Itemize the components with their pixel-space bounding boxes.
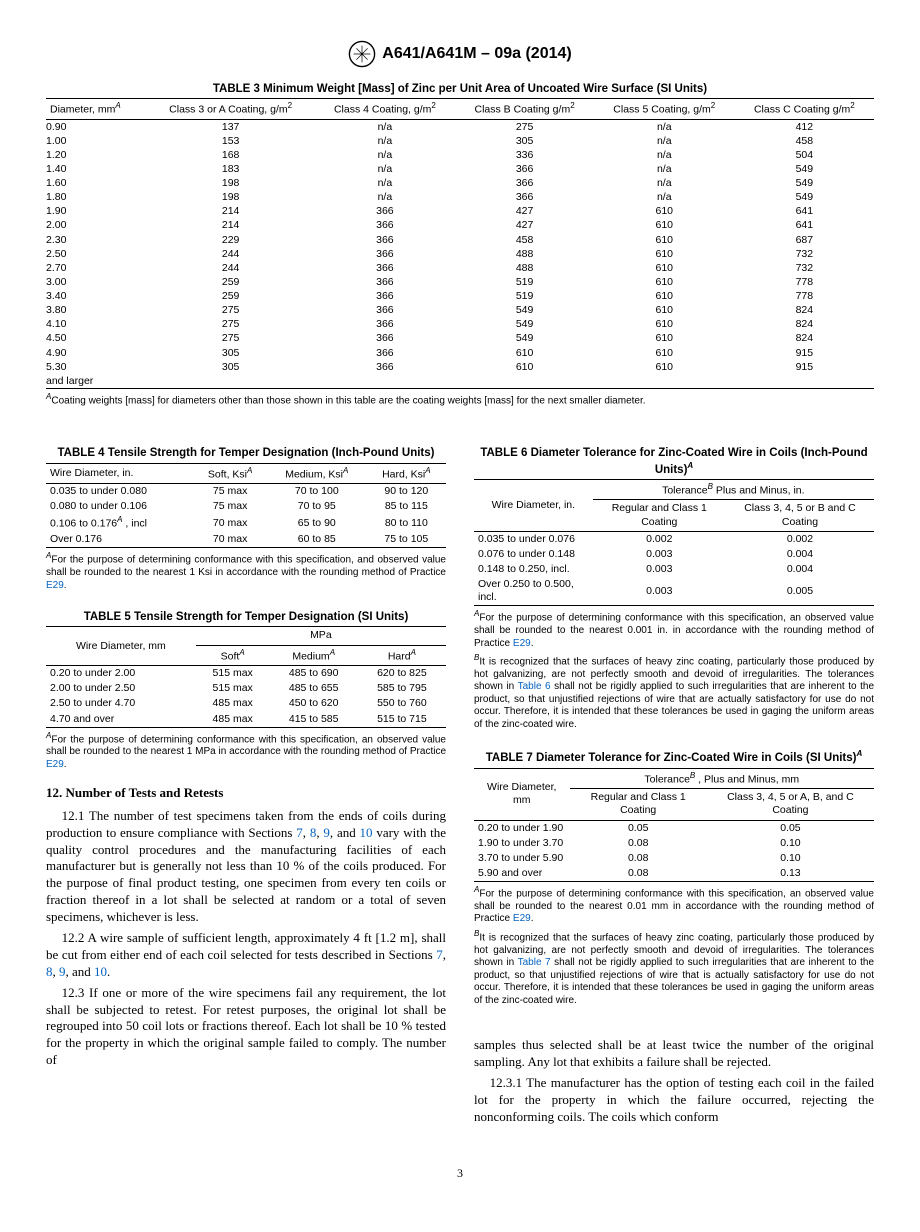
document-id: A641/A641M – 09a (2014) bbox=[382, 44, 571, 64]
table7-title: TABLE 7 Diameter Tolerance for Zinc-Coat… bbox=[474, 749, 874, 765]
table4-footnote: AFor the purpose of determining conforma… bbox=[46, 551, 446, 592]
table5-footnote: AFor the purpose of determining conforma… bbox=[46, 731, 446, 772]
para-12-3-cont: samples thus selected shall be at least … bbox=[474, 1037, 874, 1071]
para-12-2: 12.2 A wire sample of sufficient length,… bbox=[46, 930, 446, 981]
table5: Wire Diameter, mmMPa SoftAMediumAHardA 0… bbox=[46, 626, 446, 727]
table3-footnote: ACoating weights [mass] for diameters ot… bbox=[46, 392, 874, 408]
table4-title: TABLE 4 Tensile Strength for Temper Desi… bbox=[46, 446, 446, 460]
page-header: A641/A641M – 09a (2014) bbox=[46, 40, 874, 72]
para-12-3: 12.3 If one or more of the wire specimen… bbox=[46, 985, 446, 1069]
astm-logo-icon bbox=[348, 40, 376, 68]
table4: Wire Diameter, in.Soft, KsiAMedium, KsiA… bbox=[46, 463, 446, 549]
left-column: TABLE 4 Tensile Strength for Temper Desi… bbox=[46, 428, 446, 1129]
table5-title: TABLE 5 Tensile Strength for Temper Desi… bbox=[46, 610, 446, 624]
table6-title: TABLE 6 Diameter Tolerance for Zinc-Coat… bbox=[474, 446, 874, 477]
table3-title: TABLE 3 Minimum Weight [Mass] of Zinc pe… bbox=[46, 82, 874, 96]
para-12-3-1: 12.3.1 The manufacturer has the option o… bbox=[474, 1075, 874, 1126]
table7-footnote-a: AFor the purpose of determining conforma… bbox=[474, 885, 874, 926]
table6: Wire Diameter, in.ToleranceB Plus and Mi… bbox=[474, 479, 874, 607]
para-12-1: 12.1 The number of test specimens taken … bbox=[46, 808, 446, 926]
table3: Diameter, mmAClass 3 or A Coating, g/m2C… bbox=[46, 98, 874, 389]
table7-footnote-b: BIt is recognized that the surfaces of h… bbox=[474, 929, 874, 1007]
table6-footnote-b: BIt is recognized that the surfaces of h… bbox=[474, 653, 874, 731]
page-number: 3 bbox=[46, 1166, 874, 1181]
right-column: TABLE 6 Diameter Tolerance for Zinc-Coat… bbox=[474, 428, 874, 1129]
table7: Wire Diameter, mmToleranceB , Plus and M… bbox=[474, 768, 874, 882]
table6-footnote-a: AFor the purpose of determining conforma… bbox=[474, 609, 874, 650]
section12-title: 12. Number of Tests and Retests bbox=[46, 785, 446, 801]
